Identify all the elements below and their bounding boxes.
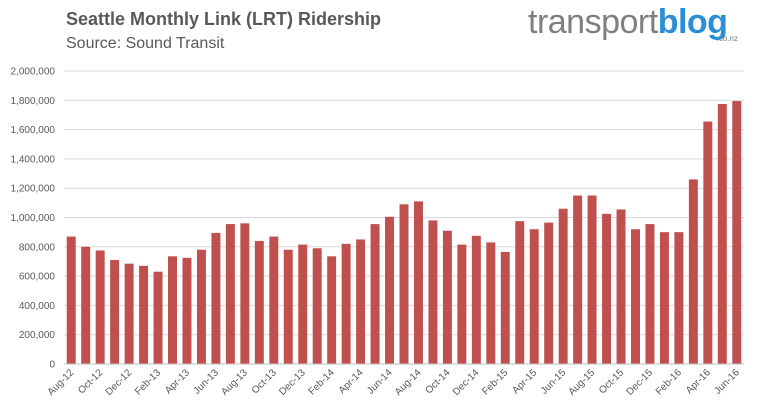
x-tick-label: Dec-15 (624, 367, 655, 398)
bar-Oct-15 (616, 209, 626, 364)
bar-Sep-13 (254, 240, 264, 364)
bar-Jul-15 (573, 195, 583, 364)
x-tick-label: Feb-16 (654, 367, 684, 397)
bar-Mar-13 (168, 256, 177, 364)
x-tick-label: Feb-15 (480, 367, 510, 397)
bar-Jun-13 (211, 232, 221, 364)
x-tick-label: Oct-13 (250, 367, 279, 396)
x-tick-label: Dec-13 (277, 367, 308, 398)
bar-Dec-14 (471, 235, 481, 364)
bar-Apr-13 (182, 257, 192, 364)
bar-Apr-14 (356, 239, 366, 364)
bar-Feb-13 (153, 271, 163, 364)
x-tick-label: Jun-14 (365, 367, 395, 397)
bar-Jun-15 (558, 208, 568, 364)
bar-Mar-16 (688, 179, 698, 364)
bar-Jan-13 (139, 265, 149, 364)
x-tick-label: Feb-14 (307, 367, 337, 397)
bar-Nov-15 (631, 229, 640, 364)
y-tick-label: 1,400,000 (11, 154, 56, 165)
bar-Jan-16 (659, 232, 669, 364)
bar-Dec-13 (298, 244, 308, 364)
bar-Aug-14 (413, 201, 423, 364)
x-tick-label: Aug-13 (219, 367, 250, 398)
bar-May-14 (370, 224, 380, 364)
bar-Nov-13 (283, 249, 293, 364)
bars (66, 101, 742, 365)
bar-Feb-15 (500, 251, 510, 364)
logo-word-transport: transport (528, 3, 658, 41)
chart-subtitle: Source: Sound Transit (66, 35, 225, 52)
x-tick-label: Apr-16 (684, 367, 713, 396)
x-tick-label: Aug-15 (567, 367, 598, 398)
x-tick-label: Dec-12 (104, 367, 135, 398)
bar-Mar-14 (341, 243, 351, 364)
x-tick-label: Apr-15 (510, 367, 539, 396)
y-tick-label: 600,000 (19, 272, 56, 283)
bar-May-16 (717, 103, 727, 365)
bar-Apr-16 (703, 121, 713, 364)
x-tick-label: Jun-13 (192, 367, 222, 397)
y-tick-label: 0 (49, 360, 55, 371)
bar-Jul-14 (399, 204, 409, 364)
bar-Jun-14 (385, 216, 395, 364)
bar-Sep-12 (81, 246, 91, 364)
bar-Sep-15 (602, 213, 612, 364)
bar-Apr-15 (529, 229, 539, 364)
y-tick-label: 1,000,000 (11, 213, 56, 224)
bar-Aug-15 (587, 195, 597, 364)
bar-Nov-14 (457, 244, 467, 364)
y-tick-label: 1,800,000 (11, 96, 56, 107)
bar-Jan-15 (486, 242, 496, 364)
y-tick-label: 400,000 (19, 301, 56, 312)
y-axis-ticks: 0 200,000 400,000 600,000 800,000 1,000,000 1,… (11, 67, 56, 371)
x-tick-label: Apr-13 (163, 367, 192, 396)
x-tick-label: Aug-12 (46, 367, 77, 398)
bar-Dec-12 (124, 263, 134, 364)
y-tick-label: 1,600,000 (11, 125, 56, 136)
transportblog-logo: transportblog .co.nz (528, 2, 746, 48)
bar-Jul-13 (225, 224, 235, 364)
bar-Aug-12 (66, 236, 76, 364)
logo-wordmark: transportblog (528, 2, 728, 42)
x-tick-label: Dec-14 (451, 367, 482, 398)
x-tick-label: Feb-13 (133, 367, 163, 397)
x-tick-label: Oct-14 (424, 367, 453, 396)
bar-Sep-14 (428, 220, 438, 364)
bar-Feb-14 (327, 256, 337, 364)
logo-word-blog: blog (657, 3, 728, 41)
bar-Oct-14 (442, 230, 452, 364)
bar-Aug-13 (240, 223, 250, 364)
x-tick-label: Aug-14 (393, 367, 424, 398)
x-tick-label: Oct-15 (597, 367, 626, 396)
x-tick-label: Oct-12 (76, 367, 105, 396)
chart-title: Seattle Monthly Link (LRT) Ridership (66, 9, 382, 29)
bar-Mar-15 (515, 221, 525, 364)
y-tick-label: 2,000,000 (11, 67, 56, 78)
y-tick-label: 800,000 (19, 242, 56, 253)
bar-May-13 (196, 249, 206, 364)
bar-Oct-13 (269, 236, 279, 364)
bar-Nov-12 (110, 259, 120, 364)
bar-Jan-14 (312, 248, 322, 364)
y-tick-label: 200,000 (19, 330, 56, 341)
x-tick-label: Jun-16 (712, 367, 742, 397)
bar-Jun-16 (732, 101, 742, 364)
bar-Dec-15 (645, 224, 655, 364)
x-tick-label: Jun-15 (539, 367, 569, 397)
y-tick-label: 1,200,000 (11, 184, 56, 195)
logo-domain: .co.nz (716, 34, 738, 43)
bar-Feb-16 (674, 232, 684, 364)
bar-May-15 (544, 222, 554, 364)
x-tick-label: Apr-14 (337, 367, 366, 396)
bar-Oct-12 (95, 250, 105, 364)
